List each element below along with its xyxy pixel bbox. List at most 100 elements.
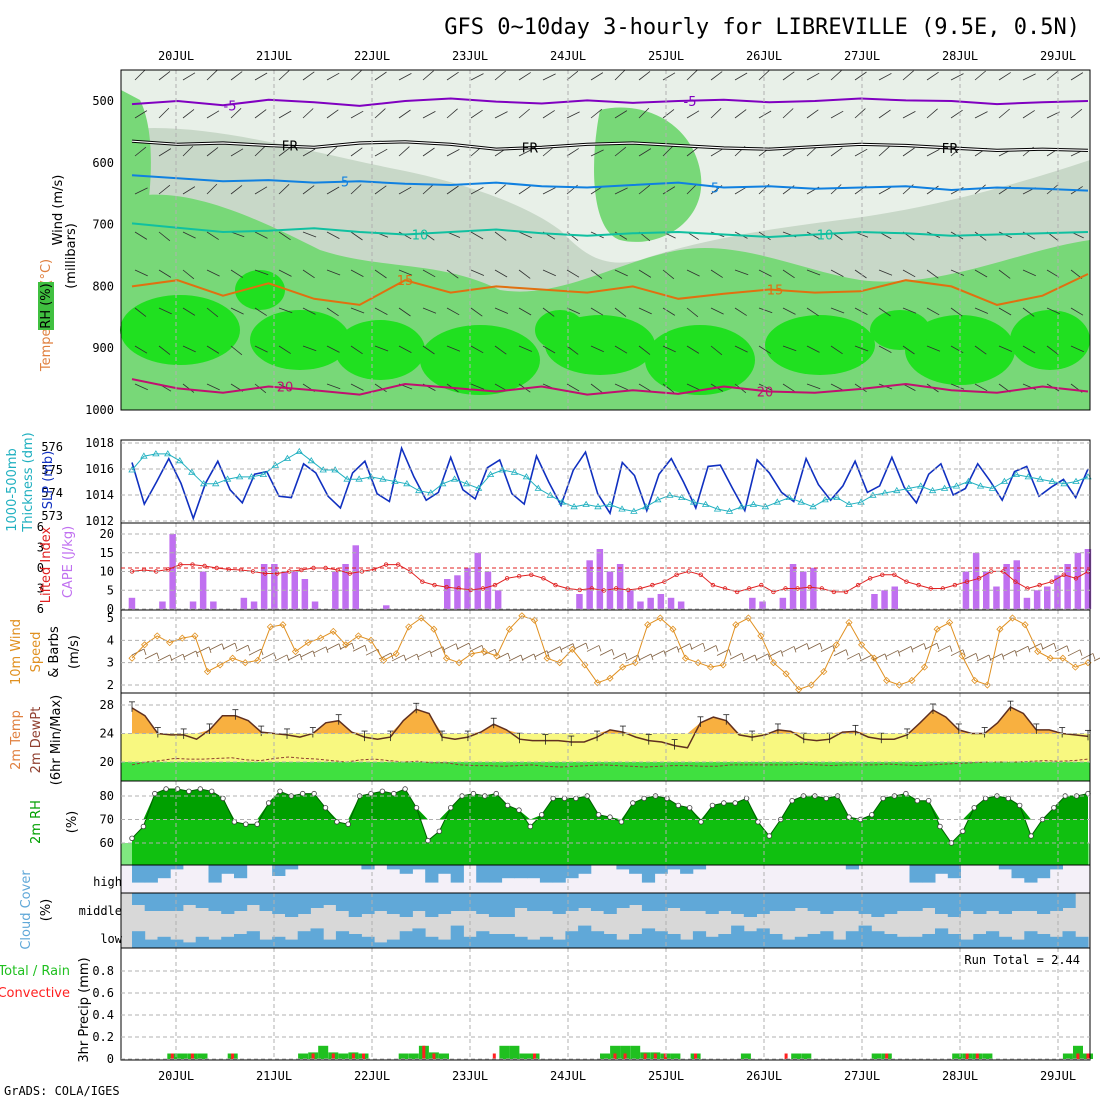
- cloud-low-bar: [1024, 931, 1038, 948]
- cloud-low-bar: [680, 939, 694, 948]
- wind-barb: [878, 73, 892, 81]
- cloud-high-bar: [170, 865, 184, 870]
- wind-barb: [206, 110, 220, 119]
- wind-barb: [686, 269, 700, 277]
- wind-barb-10m: [651, 650, 665, 657]
- cloud-high-bar: [680, 865, 694, 874]
- thickness-point: [594, 503, 602, 510]
- wind-barb: [206, 147, 219, 157]
- temp-above-24-fill: [132, 707, 1088, 734]
- cloud-high-bar: [935, 865, 949, 874]
- rh-point: [345, 821, 351, 827]
- wind-barb-10m-flag: [1053, 643, 1057, 650]
- wind-speed-point: [744, 614, 752, 622]
- wind-barb: [566, 111, 580, 119]
- thickness-point: [235, 473, 244, 480]
- wind-barb-10m: [287, 653, 301, 661]
- thickness-point: [474, 484, 483, 491]
- cloud-middle-bar: [616, 893, 630, 908]
- thickness-tick-573: 573: [41, 509, 63, 523]
- wind-speed-point: [606, 674, 614, 682]
- wind-barb-10m: [755, 653, 769, 661]
- label-cloud-cover: Cloud Cover: [19, 870, 34, 950]
- wind-barb: [158, 184, 171, 195]
- cloud-low-bar: [246, 931, 260, 948]
- wind-barb: [326, 383, 341, 390]
- precip-convective-bar: [492, 1053, 496, 1059]
- rh-point: [721, 800, 727, 806]
- wind-barb: [902, 111, 916, 119]
- wind-barb: [326, 146, 338, 157]
- precip-total-bar: [801, 1053, 812, 1059]
- cape-bar: [667, 597, 675, 610]
- cloud-low-bar: [144, 939, 158, 948]
- wind-barb: [302, 108, 314, 119]
- wind-barb: [710, 71, 723, 81]
- wind-barb: [326, 345, 340, 353]
- rh-area-high: [132, 789, 1088, 820]
- cloud-low-bar: [361, 936, 375, 948]
- wind-barb: [230, 231, 245, 238]
- wind-barb-10m: [547, 646, 561, 653]
- wind-barb: [614, 269, 628, 277]
- li-tick--3: 3: [37, 541, 44, 555]
- wind-barb: [446, 185, 459, 195]
- wind-speed-point: [631, 659, 639, 667]
- cloud-high-bar: [998, 865, 1012, 870]
- precip-convective-bar: [965, 1053, 969, 1059]
- wind-barb: [182, 72, 196, 81]
- lifted-index-point: [553, 582, 558, 588]
- rh-shade-bright-10: [535, 310, 585, 350]
- precip-convective-bar: [422, 1045, 426, 1059]
- wind-barb: [1022, 307, 1035, 317]
- cloud-middle-bar: [348, 893, 362, 917]
- precip-convective-bar: [784, 1053, 788, 1059]
- cloud-middle-bar: [399, 893, 413, 917]
- cloud-middle-bar: [705, 893, 719, 914]
- cloud-high-bar: [1024, 865, 1038, 883]
- date-bottom-23JUL: 23JUL: [452, 1069, 488, 1083]
- wind-barb: [422, 147, 435, 157]
- lifted-index-point: [916, 582, 921, 588]
- rh-point: [846, 814, 852, 820]
- wind-barb: [326, 186, 340, 195]
- wind-barb-10m-flag: [195, 650, 199, 658]
- wind-barb: [518, 149, 532, 157]
- temp-line: [131, 706, 1089, 749]
- cloud-middle-bar: [539, 893, 554, 911]
- cloud-low-bar: [259, 939, 273, 948]
- run-total-label: Run Total = 2.44: [964, 953, 1080, 967]
- cloud-middle-bar: [259, 893, 273, 911]
- lifted-index-point: [529, 572, 534, 577]
- precip-total-bar: [318, 1045, 329, 1059]
- wind-barb: [326, 231, 340, 239]
- wind-barb: [902, 269, 916, 278]
- wind-barb: [470, 345, 484, 354]
- wind-speed-point: [178, 634, 186, 642]
- wind-barb: [446, 307, 460, 316]
- wind-speed-point: [669, 625, 677, 633]
- precip-total-bar: [439, 1053, 449, 1059]
- cloud-middle-bar: [884, 893, 898, 914]
- wind-barb: [1022, 269, 1036, 277]
- thickness-point: [1000, 477, 1009, 484]
- wind-speed-point: [908, 676, 916, 685]
- cloud-middle-bar: [731, 893, 745, 914]
- cape-bar: [464, 567, 471, 610]
- wind-speed-point: [493, 652, 501, 660]
- cloud-middle-bar: [590, 893, 605, 911]
- rh-point: [413, 805, 420, 811]
- wind-barb: [134, 110, 148, 119]
- cloud-middle-bar: [246, 893, 260, 905]
- date-bottom-20JUL: 20JUL: [158, 1069, 194, 1083]
- lifted-index-point: [517, 574, 522, 579]
- wind-barb: [854, 383, 867, 393]
- cape-bar: [962, 571, 970, 609]
- thickness-point: [618, 505, 626, 512]
- cloud-middle-bar: [565, 893, 579, 911]
- wind-barb: [998, 269, 1011, 279]
- thickness-point: [976, 482, 985, 489]
- cloud-low-bar: [132, 931, 146, 948]
- cape-bar: [1013, 560, 1020, 610]
- cloud-low-bar: [922, 934, 936, 948]
